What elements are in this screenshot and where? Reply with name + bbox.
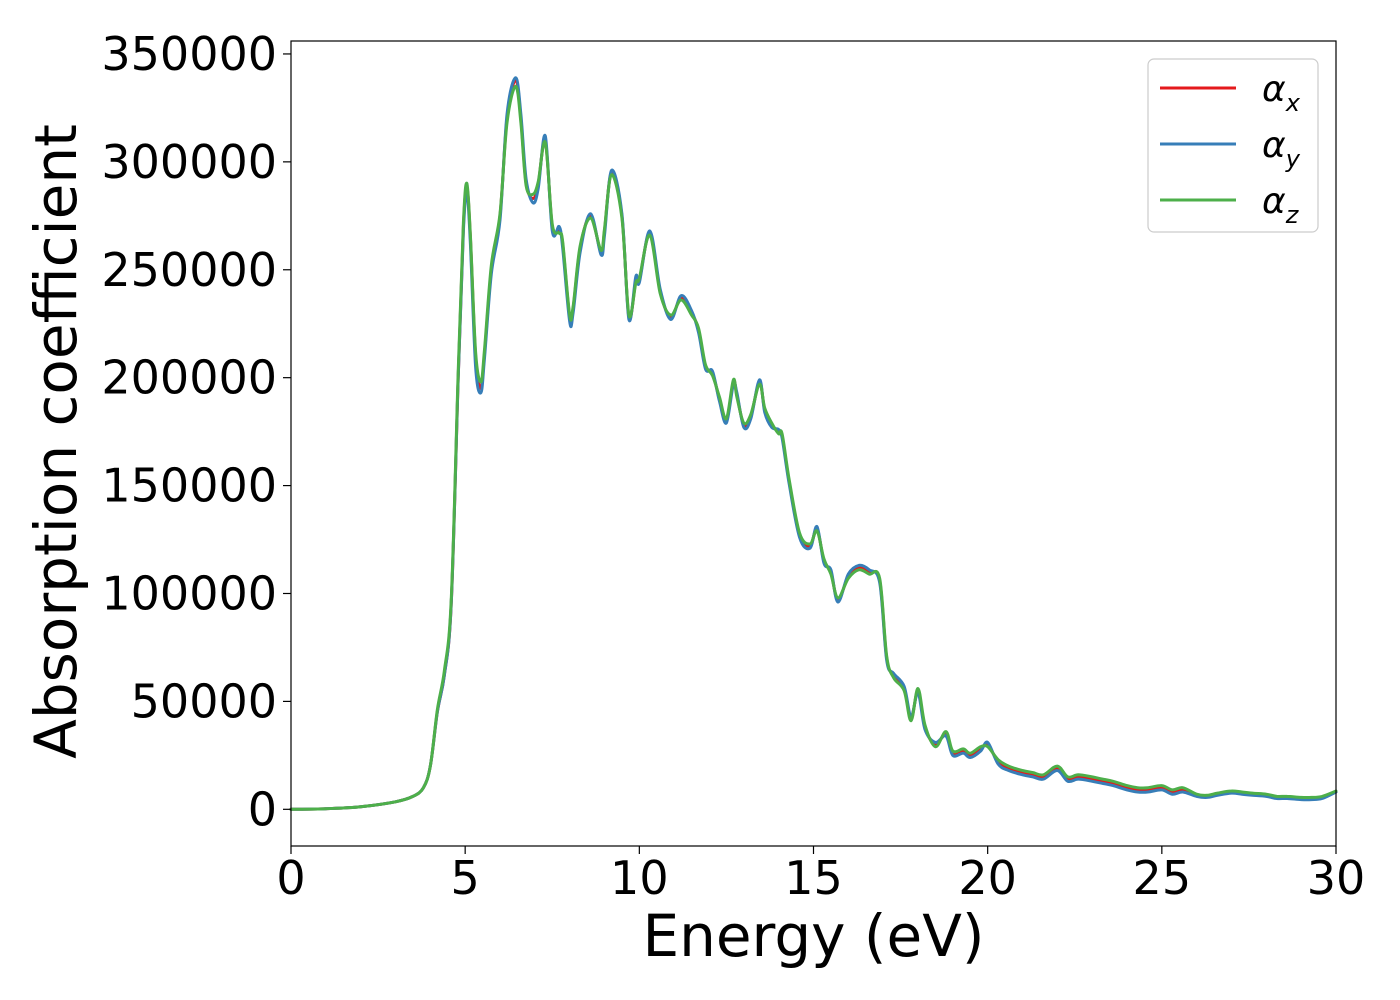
x-axis: 0 5 10 15 20 25 30 (276, 846, 1365, 905)
x-axis-title: Energy (eV) (642, 902, 984, 970)
x-tick-label: 0 (276, 851, 305, 905)
series-line-z (289, 84, 1338, 811)
legend-symbol: α (1262, 125, 1286, 166)
y-tick-label: 200000 (101, 351, 277, 405)
legend-symbol: α (1262, 69, 1286, 110)
x-tick-label: 5 (451, 851, 480, 905)
legend-label-y: αy (1262, 125, 1301, 173)
legend-symbol: α (1262, 181, 1286, 222)
x-tick-label: 20 (958, 851, 1017, 905)
x-tick-label: 10 (610, 851, 669, 905)
y-tick-label: 150000 (101, 459, 277, 513)
legend-subscript: z (1285, 201, 1300, 229)
y-tick-label: 0 (248, 782, 277, 836)
y-axis: 0 50000 100000 150000 200000 250000 300000 3500… (101, 27, 291, 836)
y-tick-label: 350000 (101, 27, 277, 81)
legend-subscript: y (1285, 145, 1301, 173)
x-tick-label: 15 (784, 851, 843, 905)
y-axis-title: Absorption coefficient (22, 124, 90, 759)
legend-subscript: x (1285, 89, 1301, 117)
x-tick-label: 30 (1307, 851, 1366, 905)
y-tick-label: 300000 (101, 135, 277, 189)
legend-label-x: αx (1262, 69, 1301, 117)
x-tick-label: 25 (1133, 851, 1192, 905)
series-lines (289, 76, 1338, 811)
y-tick-label: 250000 (101, 243, 277, 297)
y-tick-label: 100000 (101, 566, 277, 620)
legend-label-z: αz (1262, 181, 1300, 229)
y-tick-label: 50000 (131, 674, 277, 728)
